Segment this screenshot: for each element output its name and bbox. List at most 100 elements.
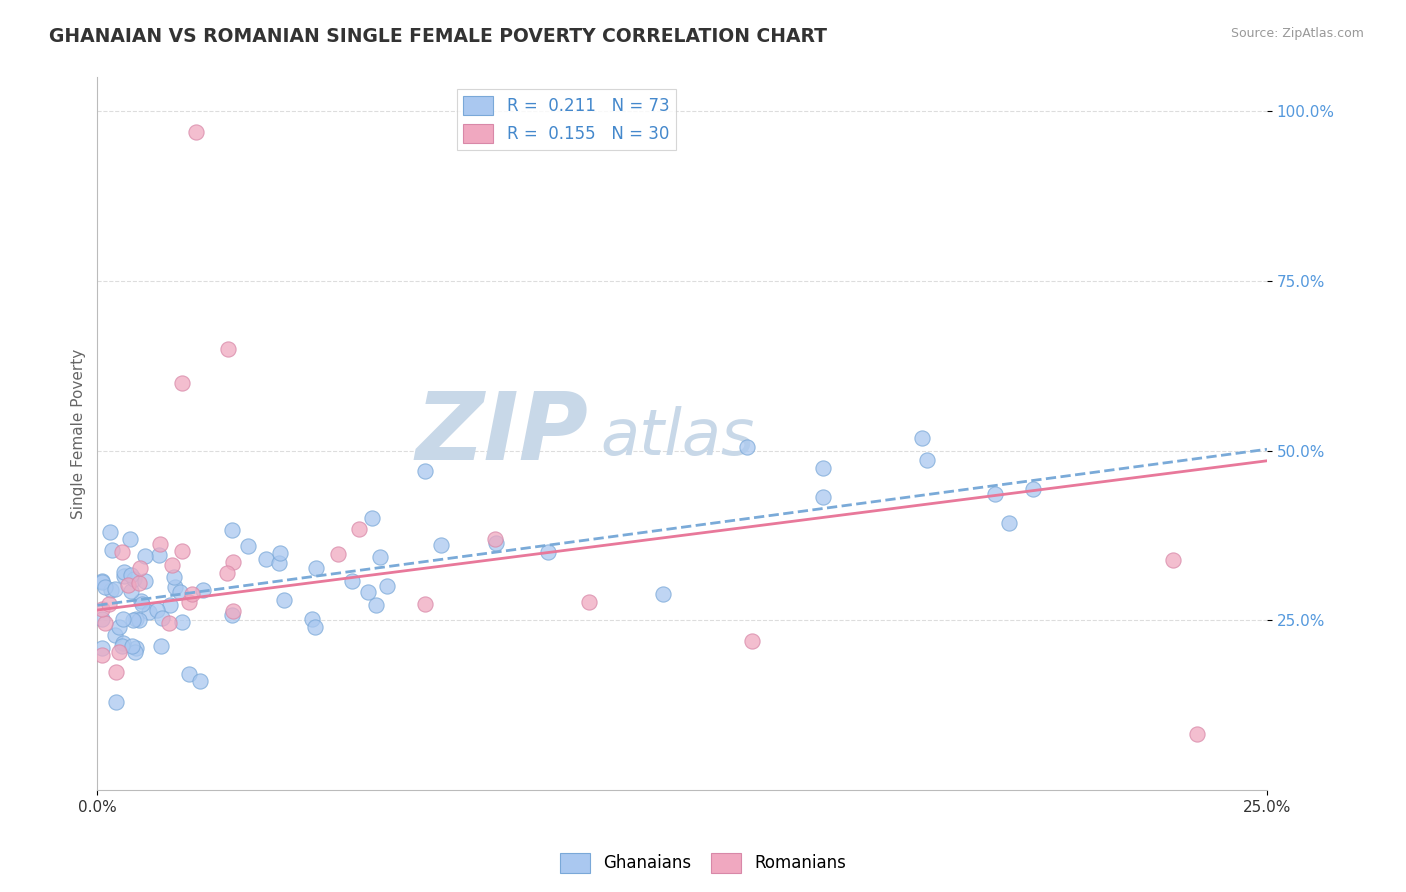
Point bbox=[361, 511, 384, 525]
Point bbox=[105, 695, 128, 709]
Point bbox=[101, 542, 124, 557]
Point bbox=[111, 545, 134, 559]
Point bbox=[111, 636, 134, 650]
Point bbox=[148, 549, 170, 563]
Point bbox=[165, 580, 187, 594]
Point bbox=[357, 585, 380, 599]
Point bbox=[112, 612, 135, 626]
Point bbox=[97, 597, 120, 611]
Point bbox=[193, 582, 215, 597]
Point bbox=[170, 376, 193, 390]
Point bbox=[107, 620, 129, 634]
Point bbox=[254, 552, 277, 566]
Legend: R =  0.211   N = 73, R =  0.155   N = 30: R = 0.211 N = 73, R = 0.155 N = 30 bbox=[457, 89, 676, 150]
Point bbox=[98, 524, 121, 539]
Point bbox=[735, 441, 758, 455]
Point bbox=[430, 538, 453, 552]
Point bbox=[100, 583, 122, 598]
Point bbox=[129, 594, 152, 608]
Point bbox=[1185, 727, 1208, 741]
Point bbox=[484, 532, 506, 546]
Point bbox=[170, 544, 193, 558]
Point bbox=[112, 569, 135, 583]
Point bbox=[118, 532, 141, 546]
Point bbox=[124, 645, 146, 659]
Text: ZIP: ZIP bbox=[416, 388, 589, 480]
Point bbox=[651, 587, 673, 601]
Point bbox=[340, 574, 363, 589]
Point bbox=[107, 645, 129, 659]
Point bbox=[125, 641, 148, 656]
Point bbox=[366, 598, 388, 612]
Point bbox=[91, 612, 114, 626]
Point bbox=[413, 464, 436, 478]
Point bbox=[368, 550, 391, 565]
Point bbox=[157, 615, 180, 630]
Point bbox=[125, 612, 148, 626]
Point bbox=[269, 556, 291, 570]
Point bbox=[537, 545, 560, 559]
Point bbox=[305, 561, 328, 575]
Legend: Ghanaians, Romanians: Ghanaians, Romanians bbox=[553, 847, 853, 880]
Point bbox=[222, 555, 245, 569]
Point bbox=[741, 633, 763, 648]
Point bbox=[150, 611, 173, 625]
Point bbox=[413, 597, 436, 611]
Point bbox=[169, 585, 191, 599]
Point bbox=[112, 565, 135, 579]
Point bbox=[128, 576, 150, 591]
Point bbox=[91, 602, 114, 616]
Point bbox=[104, 582, 127, 596]
Point bbox=[221, 523, 243, 537]
Point bbox=[146, 603, 169, 617]
Point bbox=[172, 615, 194, 630]
Point bbox=[120, 567, 142, 582]
Point bbox=[221, 607, 243, 622]
Point bbox=[134, 549, 156, 563]
Point bbox=[128, 613, 150, 627]
Point bbox=[811, 491, 834, 505]
Point bbox=[122, 572, 145, 586]
Point bbox=[91, 648, 114, 662]
Point bbox=[301, 612, 323, 626]
Point bbox=[236, 540, 259, 554]
Point bbox=[162, 558, 184, 572]
Point bbox=[121, 613, 143, 627]
Point bbox=[111, 639, 134, 653]
Point bbox=[104, 628, 127, 642]
Point bbox=[138, 606, 160, 620]
Point bbox=[104, 665, 127, 680]
Text: GHANAIAN VS ROMANIAN SINGLE FEMALE POVERTY CORRELATION CHART: GHANAIAN VS ROMANIAN SINGLE FEMALE POVER… bbox=[49, 27, 827, 45]
Point bbox=[217, 342, 239, 356]
Point bbox=[217, 566, 239, 580]
Point bbox=[121, 639, 143, 653]
Point bbox=[177, 667, 200, 681]
Point bbox=[91, 574, 114, 589]
Point bbox=[149, 537, 172, 551]
Point bbox=[91, 640, 114, 655]
Point bbox=[188, 673, 211, 688]
Point bbox=[181, 587, 204, 601]
Point bbox=[117, 578, 139, 592]
Point bbox=[120, 584, 142, 599]
Point bbox=[269, 546, 291, 560]
Point bbox=[375, 579, 398, 593]
Point bbox=[304, 620, 326, 634]
Point bbox=[184, 125, 207, 139]
Point bbox=[915, 453, 938, 467]
Point bbox=[93, 616, 115, 631]
Point bbox=[179, 595, 201, 609]
Point bbox=[578, 595, 600, 609]
Point bbox=[997, 516, 1019, 531]
Y-axis label: Single Female Poverty: Single Female Poverty bbox=[72, 349, 86, 519]
Point bbox=[150, 639, 173, 653]
Point bbox=[91, 575, 114, 590]
Point bbox=[134, 574, 156, 588]
Point bbox=[485, 536, 508, 550]
Point bbox=[159, 598, 181, 612]
Text: atlas: atlas bbox=[600, 406, 755, 468]
Text: Source: ZipAtlas.com: Source: ZipAtlas.com bbox=[1230, 27, 1364, 40]
Point bbox=[911, 431, 934, 445]
Point bbox=[983, 486, 1005, 500]
Point bbox=[326, 547, 349, 561]
